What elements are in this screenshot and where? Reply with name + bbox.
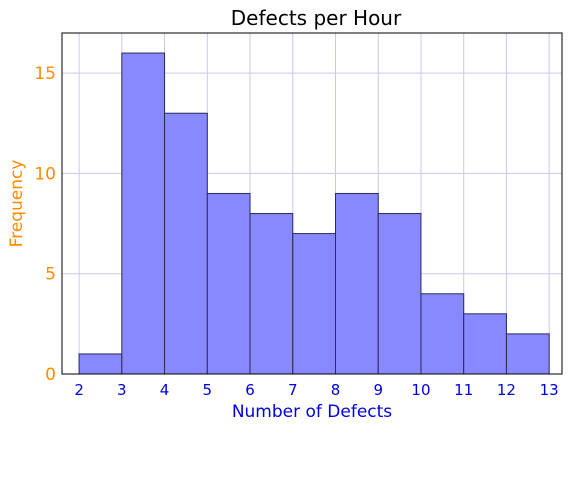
histogram-bar: [121, 52, 166, 375]
y-axis-label: Frequency: [7, 160, 27, 248]
y-tick-label: 5: [45, 265, 56, 285]
y-tick-label: 10: [34, 164, 56, 184]
x-tick-label: 8: [331, 381, 341, 399]
x-tick-label: 2: [74, 381, 84, 399]
histogram-bar: [505, 333, 550, 375]
histogram-bar: [292, 233, 337, 375]
bars: [78, 52, 550, 375]
y-axis-ticks: 0 5 10 15: [34, 64, 56, 385]
histogram-bar: [249, 213, 294, 375]
x-tick-label: 9: [373, 381, 383, 399]
y-tick-label: 15: [34, 64, 56, 84]
x-tick-label: 3: [117, 381, 127, 399]
x-tick-label: 4: [160, 381, 170, 399]
histogram-bar: [377, 213, 422, 375]
x-tick-label: 13: [540, 381, 559, 399]
histogram-bar: [420, 293, 465, 375]
chart-title: Defects per Hour: [231, 6, 402, 30]
histogram-bar: [335, 192, 379, 375]
histogram-bar: [206, 192, 251, 375]
histogram-bar: [164, 112, 208, 375]
y-tick-label: 0: [45, 365, 56, 385]
x-axis-ticks: 2 3 4 5 6 7 8 9 10 11 12 13: [74, 381, 558, 399]
x-tick-label: 11: [454, 381, 473, 399]
x-tick-label: 7: [288, 381, 298, 399]
x-axis-label: Number of Defects: [232, 402, 392, 422]
histogram-bar: [463, 313, 507, 375]
x-tick-label: 6: [245, 381, 255, 399]
plot-frame: [61, 32, 563, 375]
histogram-bar: [78, 353, 123, 375]
x-tick-label: 12: [497, 381, 516, 399]
x-tick-label: 10: [411, 381, 430, 399]
x-tick-label: 5: [203, 381, 213, 399]
